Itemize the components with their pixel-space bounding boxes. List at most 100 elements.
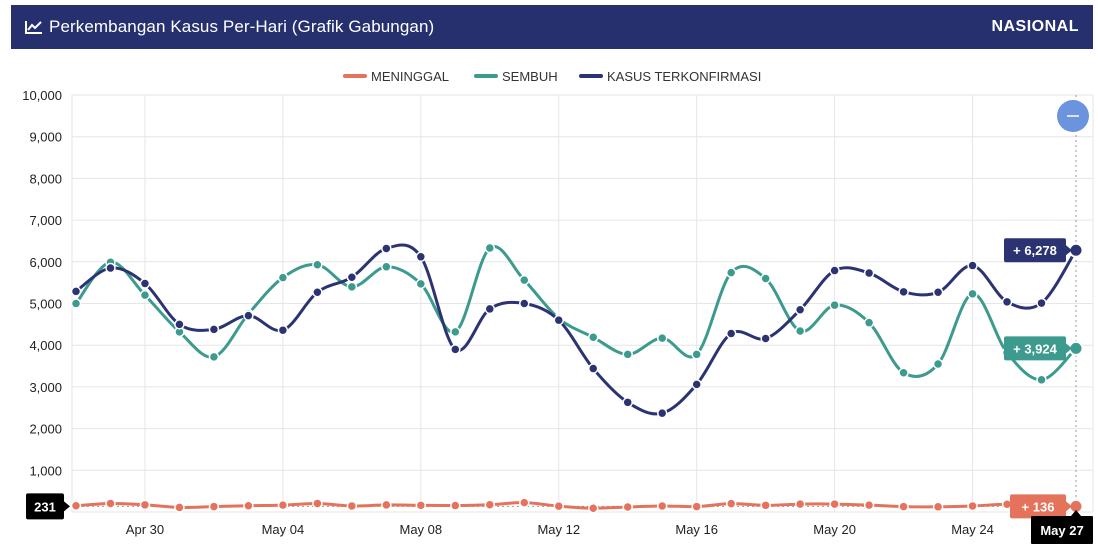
- data-point-kasus-terkonfirmasi[interactable]: [243, 310, 254, 321]
- data-point-kasus-terkonfirmasi[interactable]: [656, 407, 668, 419]
- data-point-sembuh[interactable]: [312, 259, 323, 270]
- data-point-kasus-terkonfirmasi[interactable]: [691, 379, 702, 390]
- data-point-kasus-terkonfirmasi[interactable]: [105, 262, 116, 274]
- data-point-meninggal[interactable]: [174, 502, 185, 513]
- data-point-kasus-terkonfirmasi[interactable]: [381, 243, 392, 254]
- data-point-meninggal[interactable]: [277, 499, 289, 511]
- data-point-kasus-terkonfirmasi[interactable]: [725, 328, 737, 339]
- data-point-meninggal[interactable]: [725, 498, 737, 509]
- crosshair-y-box: [26, 493, 64, 520]
- data-point-sembuh[interactable]: [863, 317, 875, 328]
- data-point-meninggal[interactable]: [139, 499, 151, 511]
- data-point-kasus-terkonfirmasi[interactable]: [967, 260, 978, 271]
- data-point-meninggal[interactable]: [794, 498, 806, 510]
- data-point-kasus-terkonfirmasi[interactable]: [622, 397, 633, 408]
- data-point-kasus-terkonfirmasi[interactable]: [277, 324, 289, 336]
- legend-item-label[interactable]: SEMBUH: [502, 69, 558, 84]
- legend-item-label[interactable]: MENINGGAL: [371, 69, 449, 84]
- data-point-sembuh[interactable]: [519, 274, 530, 286]
- data-point-meninggal[interactable]: [519, 497, 530, 508]
- region-badge[interactable]: NASIONAL: [991, 18, 1079, 35]
- data-point-meninggal[interactable]: [243, 500, 254, 511]
- data-point-kasus-terkonfirmasi[interactable]: [1001, 296, 1013, 308]
- header-title-group: Perkembangan Kasus Per-Hari (Grafik Gabu…: [25, 17, 434, 37]
- data-point-kasus-terkonfirmasi[interactable]: [829, 265, 840, 276]
- y-tick-label: 9,000: [29, 130, 62, 145]
- legend-item-label[interactable]: KASUS TERKONFIRMASI: [607, 69, 761, 84]
- end-label-pointer-sembuh: [1066, 343, 1072, 354]
- x-tick-label: May 04: [262, 522, 305, 537]
- data-point-meninggal[interactable]: [932, 501, 944, 513]
- data-point-meninggal[interactable]: [898, 501, 909, 512]
- data-point-sembuh[interactable]: [587, 332, 599, 343]
- data-point-sembuh[interactable]: [760, 273, 771, 284]
- data-point-meninggal[interactable]: [829, 498, 840, 510]
- data-point-meninggal[interactable]: [346, 500, 358, 512]
- end-label-pointer-kasus-terkonfirmasi: [1066, 245, 1072, 256]
- data-point-meninggal[interactable]: [553, 500, 565, 512]
- data-point-meninggal[interactable]: [415, 500, 427, 511]
- data-point-kasus-terkonfirmasi[interactable]: [208, 324, 220, 335]
- data-point-meninggal[interactable]: [312, 498, 323, 509]
- data-point-kasus-terkonfirmasi[interactable]: [898, 286, 909, 298]
- data-point-meninggal[interactable]: [484, 499, 496, 510]
- data-point-sembuh[interactable]: [1036, 374, 1047, 386]
- data-point-sembuh[interactable]: [484, 242, 496, 254]
- x-tick-label: May 08: [400, 522, 443, 537]
- data-point-sembuh[interactable]: [967, 288, 978, 300]
- data-point-kasus-terkonfirmasi[interactable]: [174, 319, 185, 330]
- end-label-box-kasus-terkonfirmasi: [1004, 238, 1066, 263]
- data-point-sembuh[interactable]: [932, 358, 944, 370]
- data-point-sembuh[interactable]: [691, 349, 702, 360]
- data-point-kasus-terkonfirmasi[interactable]: [70, 286, 82, 297]
- data-point-kasus-terkonfirmasi[interactable]: [139, 278, 151, 289]
- data-point-kasus-terkonfirmasi[interactable]: [312, 286, 323, 298]
- chart-header: Perkembangan Kasus Per-Hari (Grafik Gabu…: [11, 5, 1093, 49]
- data-point-meninggal[interactable]: [863, 499, 875, 511]
- data-point-sembuh[interactable]: [277, 272, 289, 283]
- data-point-kasus-terkonfirmasi[interactable]: [553, 314, 565, 326]
- crosshair-y-label: 231: [34, 499, 56, 514]
- data-point-sembuh[interactable]: [208, 351, 220, 363]
- data-point-meninggal[interactable]: [691, 501, 702, 512]
- data-point-meninggal[interactable]: [656, 500, 668, 512]
- data-point-sembuh[interactable]: [898, 367, 909, 378]
- data-point-kasus-terkonfirmasi[interactable]: [484, 303, 496, 315]
- data-point-kasus-terkonfirmasi[interactable]: [760, 333, 771, 344]
- data-point-meninggal[interactable]: [450, 500, 461, 511]
- data-point-sembuh[interactable]: [622, 349, 633, 360]
- crosshair-x-box: [1031, 516, 1093, 544]
- data-point-meninggal[interactable]: [622, 501, 633, 513]
- data-point-kasus-terkonfirmasi[interactable]: [346, 271, 358, 283]
- end-label-kasus-terkonfirmasi: + 6,278: [1013, 243, 1057, 258]
- data-point-kasus-terkonfirmasi[interactable]: [450, 344, 461, 355]
- data-point-sembuh[interactable]: [656, 332, 668, 344]
- data-point-meninggal[interactable]: [208, 501, 220, 512]
- data-point-meninggal[interactable]: [760, 500, 771, 511]
- data-point-sembuh[interactable]: [794, 325, 806, 337]
- data-point-kasus-terkonfirmasi[interactable]: [519, 298, 530, 309]
- data-point-sembuh[interactable]: [725, 267, 737, 278]
- data-point-meninggal[interactable]: [70, 500, 82, 511]
- data-point-meninggal[interactable]: [967, 500, 978, 512]
- data-point-kasus-terkonfirmasi[interactable]: [932, 286, 944, 298]
- line-chart-icon: [25, 21, 42, 34]
- y-tick-label: 7,000: [29, 213, 62, 228]
- data-point-meninggal[interactable]: [587, 502, 599, 514]
- data-point-sembuh[interactable]: [70, 298, 82, 309]
- data-point-kasus-terkonfirmasi[interactable]: [1036, 297, 1047, 309]
- data-point-meninggal[interactable]: [105, 498, 116, 509]
- end-label-meninggal: + 136: [1022, 499, 1055, 514]
- data-point-meninggal[interactable]: [381, 499, 392, 511]
- data-point-kasus-terkonfirmasi[interactable]: [794, 304, 806, 316]
- data-point-kasus-terkonfirmasi[interactable]: [587, 363, 599, 374]
- data-point-sembuh[interactable]: [415, 278, 427, 290]
- data-point-kasus-terkonfirmasi[interactable]: [863, 267, 875, 279]
- data-point-sembuh[interactable]: [450, 326, 461, 338]
- data-point-kasus-terkonfirmasi[interactable]: [415, 251, 427, 263]
- data-point-sembuh[interactable]: [381, 261, 392, 273]
- data-point-sembuh[interactable]: [139, 289, 151, 301]
- data-point-sembuh[interactable]: [346, 281, 358, 293]
- data-point-sembuh[interactable]: [829, 299, 840, 311]
